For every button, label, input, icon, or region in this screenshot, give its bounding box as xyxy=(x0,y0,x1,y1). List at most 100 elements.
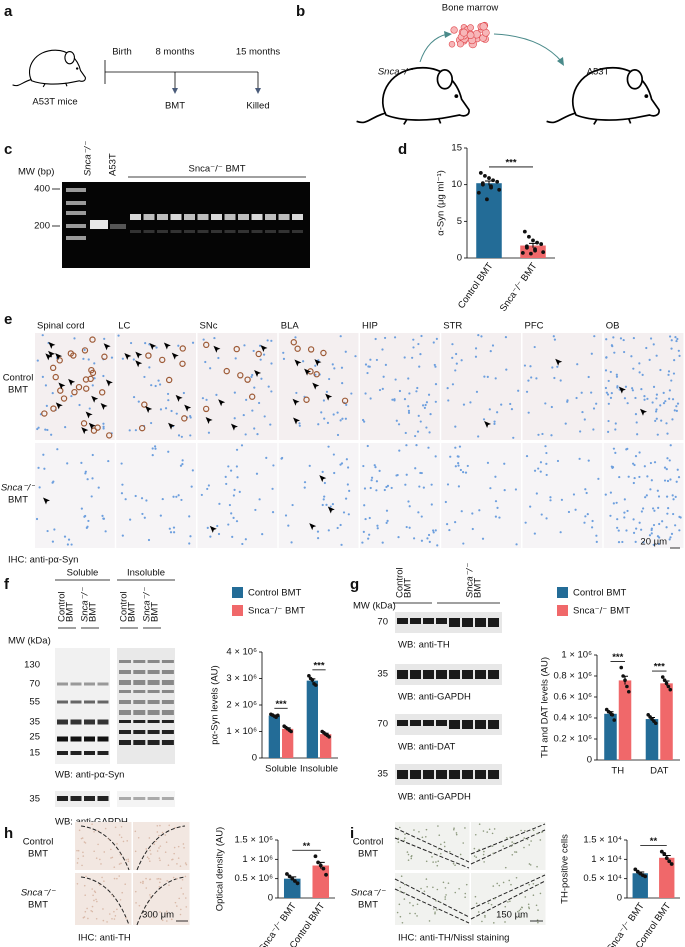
nucleus xyxy=(552,335,555,338)
nucleus xyxy=(233,488,236,491)
nucleus xyxy=(217,356,220,360)
arrowhead xyxy=(100,402,108,410)
nucleus xyxy=(420,515,423,518)
cell xyxy=(174,901,177,904)
nucleus xyxy=(649,488,652,491)
nucleus xyxy=(451,343,454,346)
cell xyxy=(526,838,529,841)
nucleus xyxy=(527,411,530,414)
nucleus xyxy=(663,466,667,469)
nucleus xyxy=(67,538,71,541)
lane-label: BMT xyxy=(65,602,76,622)
nucleus xyxy=(132,395,136,399)
nucleus xyxy=(428,540,431,543)
row-label: BMT xyxy=(358,849,378,860)
nucleus xyxy=(202,338,205,341)
cell xyxy=(182,843,185,845)
cell xyxy=(173,852,175,855)
data-point xyxy=(483,173,487,178)
data-point xyxy=(295,881,300,886)
cell xyxy=(477,911,480,913)
cell xyxy=(528,883,531,886)
marker-label: 400 xyxy=(34,184,50,195)
nucleus xyxy=(434,365,437,368)
cell xyxy=(135,902,137,904)
nucleus xyxy=(505,368,508,371)
cell xyxy=(159,911,161,913)
nucleus xyxy=(419,353,422,356)
nucleus xyxy=(539,461,543,464)
nucleus xyxy=(408,392,411,395)
blot xyxy=(395,664,502,685)
cell xyxy=(91,888,93,890)
nucleus xyxy=(368,516,371,520)
nucleus xyxy=(361,541,364,544)
cell xyxy=(507,901,509,903)
data-point xyxy=(327,735,331,739)
cell xyxy=(118,875,121,877)
nucleus xyxy=(514,488,518,491)
nucleus xyxy=(179,464,183,467)
cell xyxy=(449,850,451,853)
blot-band xyxy=(133,680,146,685)
nucleus xyxy=(584,488,587,491)
row-label: BMT xyxy=(28,849,48,860)
nucleus xyxy=(350,392,353,395)
nucleus xyxy=(386,484,390,487)
blot-band xyxy=(147,720,160,723)
stained-cell xyxy=(202,405,210,413)
cell xyxy=(478,848,480,851)
mouse-tail xyxy=(356,112,387,124)
cell xyxy=(458,887,460,890)
legend-swatch xyxy=(232,605,243,616)
gel-band xyxy=(224,230,236,233)
nucleus xyxy=(336,433,340,437)
nucleus xyxy=(638,362,641,365)
cell xyxy=(504,866,507,869)
nucleus xyxy=(666,479,670,483)
stained-cell xyxy=(320,349,327,357)
cell xyxy=(494,897,496,900)
nucleus xyxy=(298,424,301,427)
cell xyxy=(407,859,410,861)
bar xyxy=(476,183,502,258)
cell xyxy=(110,848,112,851)
nucleus xyxy=(640,388,643,391)
lane-label: Control xyxy=(119,591,130,622)
arrowhead xyxy=(91,395,99,403)
nucleus xyxy=(44,428,47,431)
cell xyxy=(397,841,400,843)
nucleus xyxy=(175,412,178,415)
nucleus xyxy=(632,367,635,370)
transfer-arrow xyxy=(493,33,563,63)
cell xyxy=(404,833,406,835)
nucleus xyxy=(614,422,617,425)
cell xyxy=(156,825,159,827)
data-point xyxy=(316,860,321,865)
nucleus xyxy=(314,364,317,367)
cell xyxy=(138,904,141,907)
cell xyxy=(76,862,79,864)
cell xyxy=(134,850,137,853)
nucleus xyxy=(332,453,335,456)
caption: WB: anti-TH xyxy=(398,640,450,651)
nucleus xyxy=(148,366,151,369)
mouse-eye xyxy=(75,67,79,70)
nucleus xyxy=(545,517,548,520)
cell xyxy=(184,897,187,899)
cell xyxy=(519,916,521,919)
nucleus xyxy=(407,411,411,414)
cell xyxy=(436,864,439,867)
nucleus xyxy=(121,534,124,537)
blot-band xyxy=(449,670,460,679)
marrow-cell xyxy=(448,41,456,48)
cell xyxy=(529,864,532,866)
cell xyxy=(492,885,495,887)
nucleus xyxy=(454,425,457,428)
cell xyxy=(412,904,414,907)
arrowhead xyxy=(43,497,51,505)
cell xyxy=(431,856,433,858)
nucleus xyxy=(540,513,543,516)
cell xyxy=(518,909,521,912)
cell xyxy=(183,846,185,849)
